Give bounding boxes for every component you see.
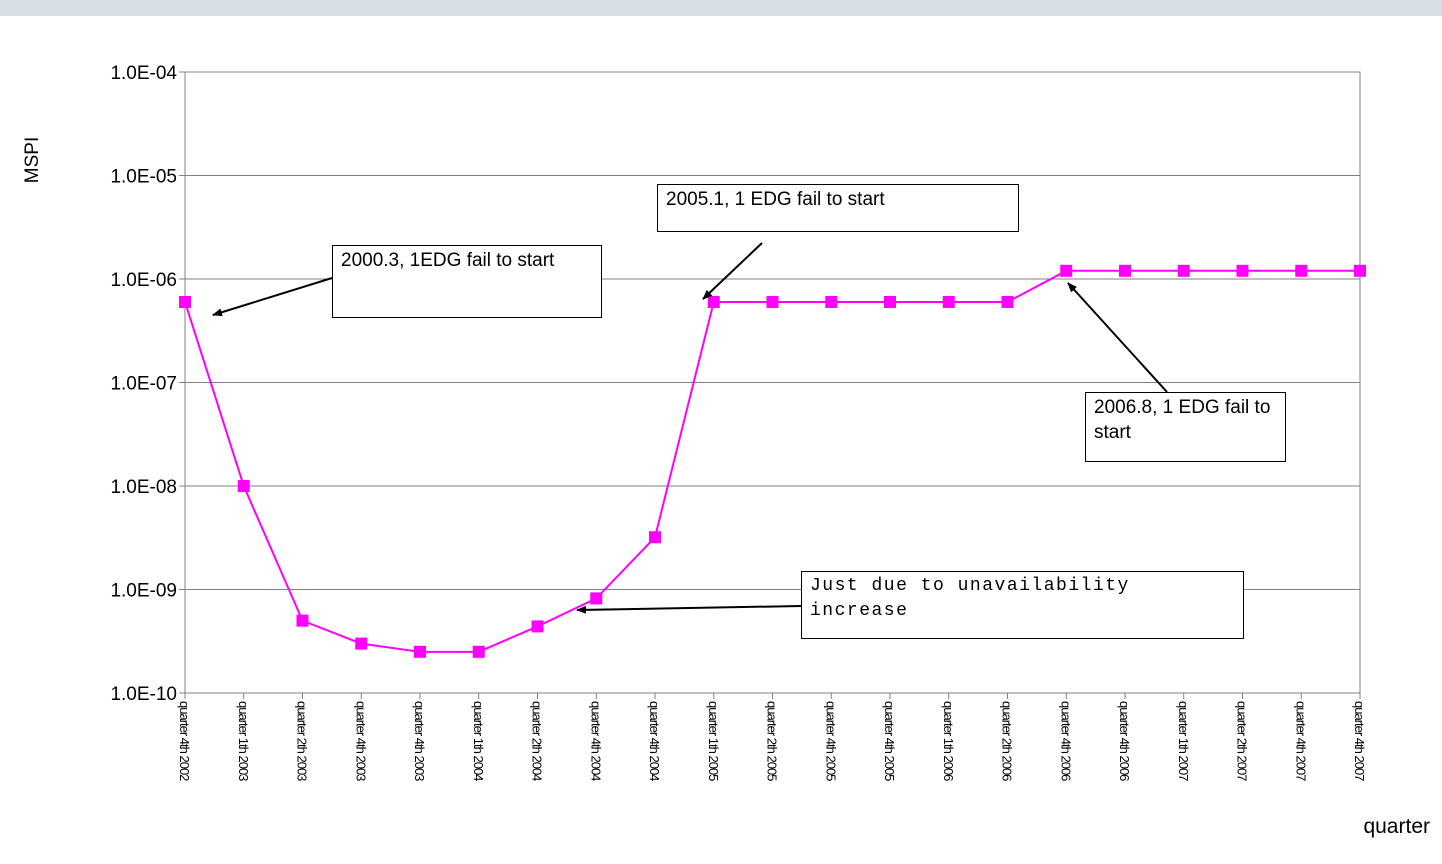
x-tick-label: quarter 2th 2003 xyxy=(295,701,310,781)
x-axis: quarter 4th 2002 quarter 1th 2003 quarter … xyxy=(177,693,1367,781)
data-point xyxy=(1177,264,1190,277)
data-point xyxy=(884,295,896,308)
x-tick-label: quarter 4th 2003 xyxy=(412,701,427,781)
y-tick-label: 1.0E-06 xyxy=(110,270,177,291)
data-point xyxy=(1001,295,1014,308)
gridlines xyxy=(185,175,1360,590)
x-tick-label: quarter 4th 2005 xyxy=(882,701,897,781)
data-point xyxy=(649,531,661,544)
data-point xyxy=(1060,264,1073,277)
series-msp xyxy=(179,264,1366,658)
annotation-arrow xyxy=(212,277,333,317)
x-tick-label: quarter 1th 2005 xyxy=(706,701,721,781)
annotation-2000-3: 2000.3, 1EDG fail to start xyxy=(332,245,602,318)
x-tick-label: quarter 1th 2003 xyxy=(236,701,251,781)
x-tick-label: quarter 4th 2003 xyxy=(353,701,368,781)
data-point xyxy=(1354,264,1366,277)
data-point xyxy=(355,637,368,650)
y-tick-label: 1.0E-10 xyxy=(110,684,177,705)
chart-frame: 1.0E-10 1.0E-09 1.0E-08 1.0E-07 1.0E-06 1.0E-… xyxy=(0,16,1442,864)
data-point xyxy=(590,592,603,605)
x-tick-label: quarter 4th 2007 xyxy=(1352,701,1367,781)
data-point xyxy=(531,620,544,633)
data-point xyxy=(414,645,426,658)
data-point xyxy=(1236,264,1249,277)
x-tick-label: quarter 4th 2006 xyxy=(1058,701,1073,781)
x-tick-label: quarter 2th 2005 xyxy=(765,701,780,781)
y-tick-label: 1.0E-04 xyxy=(110,63,177,84)
annotation-arrow xyxy=(702,242,763,300)
data-point xyxy=(707,295,720,308)
x-tick-label: quarter 4th 2004 xyxy=(647,701,662,781)
data-point xyxy=(472,645,485,658)
annotation-unavailability: Just due to unavailability increase xyxy=(801,571,1244,639)
data-point xyxy=(1295,264,1308,277)
x-tick-label: quarter 2th 2006 xyxy=(1000,701,1015,781)
y-tick-label: 1.0E-08 xyxy=(110,477,177,498)
y-tick-label: 1.0E-09 xyxy=(110,581,177,602)
y-tick-label: 1.0E-07 xyxy=(110,374,177,395)
y-tick-label: 1.0E-05 xyxy=(110,167,177,188)
x-tick-label: quarter 1th 2007 xyxy=(1176,701,1191,781)
x-axis-title: quarter xyxy=(1363,815,1430,838)
x-tick-label: quarter 4th 2006 xyxy=(1117,701,1132,781)
y-axis: 1.0E-10 1.0E-09 1.0E-08 1.0E-07 1.0E-06 1.0E-… xyxy=(110,63,185,705)
x-tick-label: quarter 2th 2007 xyxy=(1235,701,1250,781)
x-tick-label: quarter 4th 2004 xyxy=(588,701,603,781)
x-tick-label: quarter 4th 2005 xyxy=(823,701,838,781)
annotation-2005-1: 2005.1, 1 EDG fail to start xyxy=(657,184,1019,232)
annotation-2006-8: 2006.8, 1 EDG fail to start xyxy=(1085,392,1286,462)
annotation-arrow xyxy=(1067,282,1168,393)
annotation-arrow xyxy=(576,605,802,614)
data-point xyxy=(179,295,191,308)
x-tick-label: quarter 1th 2006 xyxy=(941,701,956,781)
x-tick-label: quarter 4th 2007 xyxy=(1293,701,1308,781)
annotation-arrows xyxy=(212,242,1168,614)
data-point xyxy=(1119,264,1131,277)
data-point xyxy=(766,295,779,308)
msp-line-chart: 1.0E-10 1.0E-09 1.0E-08 1.0E-07 1.0E-06 1.0E-… xyxy=(22,63,1430,838)
y-axis-title: MSPI xyxy=(22,137,43,183)
x-tick-label: quarter 2th 2004 xyxy=(530,701,545,781)
data-point xyxy=(825,295,838,308)
x-tick-label: quarter 4th 2002 xyxy=(177,701,192,781)
x-tick-label: quarter 1th 2004 xyxy=(471,701,486,781)
data-point xyxy=(296,614,309,627)
data-point xyxy=(237,480,250,492)
data-point xyxy=(942,295,955,308)
